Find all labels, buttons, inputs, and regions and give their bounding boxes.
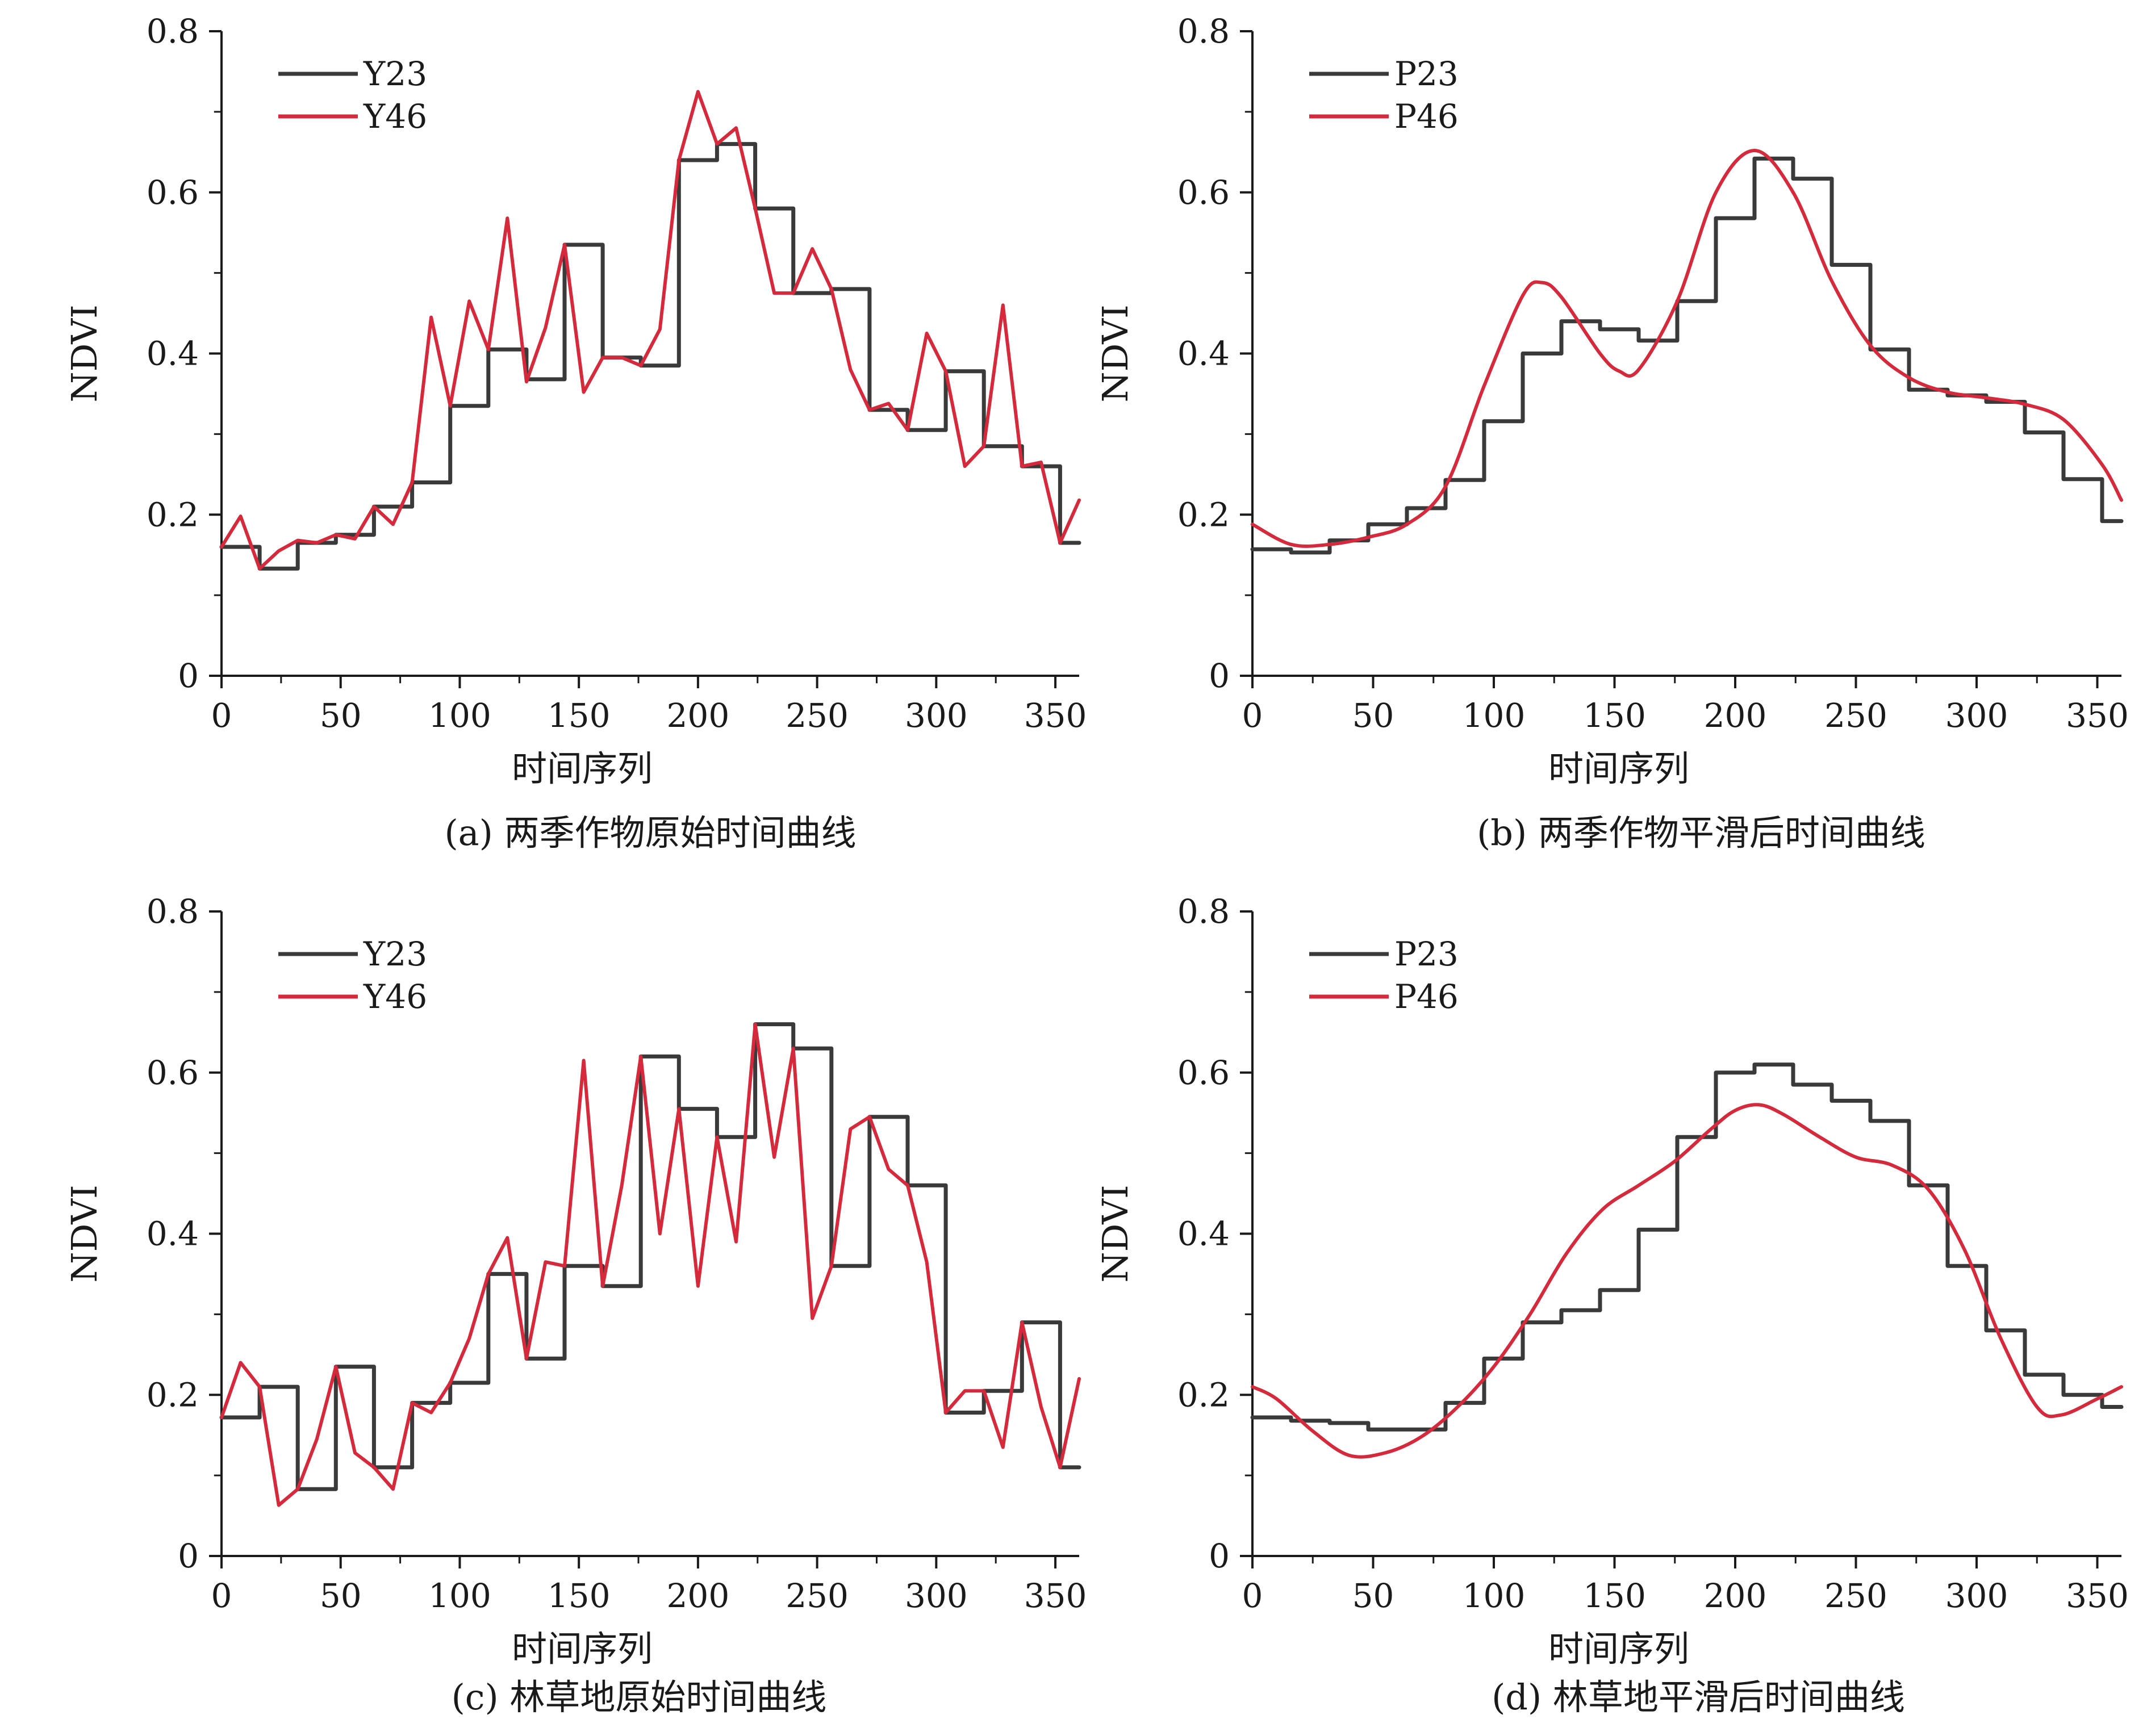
y-tick-label: 0.8 — [1177, 892, 1230, 931]
series-line-p23 — [1250, 1062, 2124, 1432]
x-tick-label: 300 — [905, 696, 968, 735]
y-tick-label: 0 — [178, 656, 199, 695]
x-tick-label: 100 — [1463, 696, 1526, 735]
y-tick-label: 0.2 — [147, 495, 199, 534]
y-tick-label: 0.2 — [147, 1375, 199, 1414]
panel-c: (c) 林草地原始时间曲线 0 50 100 150 200 250 300 350 0 0.2 0… — [64, 892, 1087, 1718]
panel-a: (a) 两季作物原始时间曲线 0 50 100 150 200 250 300 350 0 0.2… — [64, 12, 1087, 854]
y-tick-label: 0.2 — [1177, 495, 1230, 534]
legend-label: P23 — [1394, 935, 1459, 973]
y-tick-label: 0.8 — [1177, 12, 1230, 51]
legend-label: P46 — [1394, 977, 1459, 1016]
y-axis-title: NDVI — [64, 1185, 105, 1282]
series-line-p46 — [1251, 149, 2123, 548]
legend-label: P23 — [1394, 55, 1459, 93]
series-line-p23 — [1250, 156, 2124, 555]
x-tick-label: 200 — [1704, 1576, 1767, 1615]
series-line-y46 — [220, 90, 1081, 571]
x-axis-title: 时间序列 — [512, 748, 653, 789]
x-tick-label: 50 — [320, 1576, 362, 1615]
y-tick-label: 0.4 — [1177, 1215, 1230, 1253]
x-tick-label: 250 — [786, 696, 849, 735]
y-tick-label: 0 — [178, 1537, 199, 1575]
y-tick-label: 0.6 — [1177, 1053, 1230, 1092]
legend-label: Y23 — [363, 55, 427, 93]
panel-caption: (c) 林草地原始时间曲线 — [452, 1676, 827, 1718]
x-tick-label: 350 — [1024, 696, 1087, 735]
panel-caption: (b) 两季作物平滑后时间曲线 — [1477, 812, 1925, 854]
x-tick-label: 300 — [1945, 696, 2008, 735]
y-tick-label: 0.4 — [1177, 334, 1230, 373]
y-tick-label: 0 — [1209, 656, 1230, 695]
series-line-p46 — [1251, 1103, 2123, 1459]
legend-label: Y46 — [363, 97, 427, 136]
y-tick-label: 0.4 — [147, 334, 199, 373]
y-tick-label: 0.4 — [147, 1215, 199, 1253]
x-tick-label: 100 — [428, 1576, 491, 1615]
x-tick-label: 100 — [428, 696, 491, 735]
x-tick-label: 350 — [1024, 1576, 1087, 1615]
panel-caption: (d) 林草地平滑后时间曲线 — [1492, 1676, 1905, 1718]
x-tick-label: 0 — [211, 696, 232, 735]
legend-label: Y46 — [363, 977, 427, 1016]
x-tick-label: 250 — [1824, 696, 1887, 735]
series-line-y23 — [219, 1022, 1081, 1491]
y-axis-title: NDVI — [1095, 1185, 1136, 1282]
x-tick-label: 50 — [1352, 1576, 1394, 1615]
series-line-y46 — [220, 1022, 1081, 1507]
x-tick-label: 150 — [1583, 1576, 1646, 1615]
y-axis-title: NDVI — [1095, 304, 1136, 402]
y-tick-label: 0.2 — [1177, 1375, 1230, 1414]
panel-caption: (a) 两季作物原始时间曲线 — [444, 812, 856, 854]
x-tick-label: 50 — [320, 696, 362, 735]
x-tick-label: 350 — [2066, 696, 2129, 735]
x-axis-title: 时间序列 — [512, 1628, 653, 1670]
y-tick-label: 0.6 — [147, 173, 199, 212]
x-tick-label: 350 — [2066, 1576, 2129, 1615]
x-tick-label: 150 — [548, 1576, 611, 1615]
panel-d: (d) 林草地平滑后时间曲线 0 50 100 150 200 250 300 350 0 0.2… — [1095, 892, 2129, 1718]
x-tick-label: 50 — [1352, 696, 1394, 735]
legend-label: P46 — [1394, 97, 1459, 136]
y-tick-label: 0.8 — [147, 892, 199, 931]
x-tick-label: 150 — [1583, 696, 1646, 735]
y-tick-label: 0 — [1209, 1537, 1230, 1575]
legend-label: Y23 — [363, 935, 427, 973]
x-axis-title: 时间序列 — [1548, 1628, 1689, 1670]
y-axis-title: NDVI — [64, 304, 105, 402]
x-tick-label: 300 — [1945, 1576, 2008, 1615]
x-tick-label: 200 — [1704, 696, 1767, 735]
y-tick-label: 0.6 — [1177, 173, 1230, 212]
x-tick-label: 100 — [1463, 1576, 1526, 1615]
x-tick-label: 0 — [1242, 696, 1263, 735]
x-tick-label: 0 — [1242, 1576, 1263, 1615]
x-tick-label: 150 — [548, 696, 611, 735]
x-tick-label: 200 — [667, 696, 730, 735]
x-tick-label: 250 — [786, 1576, 849, 1615]
panel-b: (b) 两季作物平滑后时间曲线 0 50 100 150 200 250 300 350 0 0.… — [1095, 12, 2129, 854]
x-tick-label: 300 — [905, 1576, 968, 1615]
y-tick-label: 0.8 — [147, 12, 199, 51]
x-tick-label: 200 — [667, 1576, 730, 1615]
y-tick-label: 0.6 — [147, 1053, 199, 1092]
x-tick-label: 0 — [211, 1576, 232, 1615]
series-line-y23 — [219, 142, 1081, 571]
x-tick-label: 250 — [1824, 1576, 1887, 1615]
x-axis-title: 时间序列 — [1548, 748, 1689, 789]
